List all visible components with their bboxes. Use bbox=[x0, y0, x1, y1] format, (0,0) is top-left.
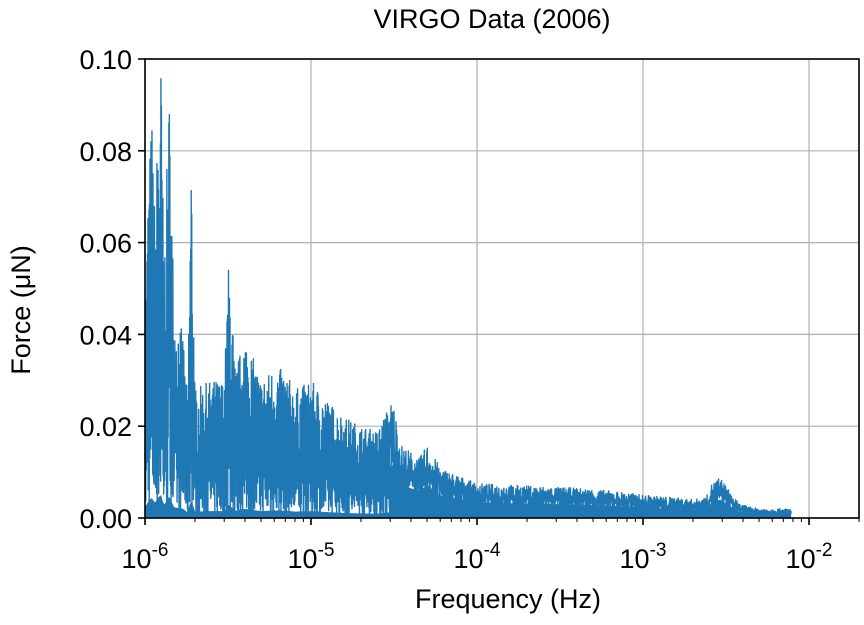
y-tick-label: 0.10 bbox=[79, 45, 132, 75]
axes-frame bbox=[144, 58, 860, 519]
x-tick-label: 10-3 bbox=[620, 540, 667, 574]
series-layer bbox=[145, 78, 792, 518]
x-tick-base: 10 bbox=[786, 544, 816, 574]
x-tick-exponent: -2 bbox=[816, 540, 833, 561]
force-spectrum-floor bbox=[145, 464, 792, 518]
y-tick-label: 0.06 bbox=[79, 229, 132, 259]
x-tick-label: 10-6 bbox=[122, 540, 169, 574]
ticks: 10-6 10-5 10-4 10-3 10-20.000.020.040.060.08… bbox=[79, 45, 860, 574]
x-tick-base: 10 bbox=[454, 544, 484, 574]
x-tick-label: 10-4 bbox=[454, 540, 501, 574]
x-axis-label: Frequency (Hz) bbox=[415, 584, 601, 614]
y-tick-label: 0.08 bbox=[79, 137, 132, 167]
x-tick-exponent: -6 bbox=[152, 540, 169, 561]
y-axis-label: Force (μN) bbox=[6, 245, 36, 375]
y-tick-label: 0.00 bbox=[79, 504, 132, 534]
x-tick-exponent: -5 bbox=[318, 540, 335, 561]
x-tick-exponent: -4 bbox=[484, 540, 501, 561]
x-tick-base: 10 bbox=[288, 544, 318, 574]
x-tick-base: 10 bbox=[620, 544, 650, 574]
x-tick-label: 10-2 bbox=[786, 540, 833, 574]
x-tick-base: 10 bbox=[122, 544, 152, 574]
y-tick-label: 0.02 bbox=[79, 412, 132, 442]
force-spectrum-line bbox=[145, 78, 792, 518]
x-tick-label: 10-5 bbox=[288, 540, 335, 574]
x-tick-exponent: -3 bbox=[650, 540, 667, 561]
y-tick-label: 0.04 bbox=[79, 320, 132, 350]
plot-area bbox=[145, 78, 792, 518]
chart-title: VIRGO Data (2006) bbox=[373, 4, 610, 34]
